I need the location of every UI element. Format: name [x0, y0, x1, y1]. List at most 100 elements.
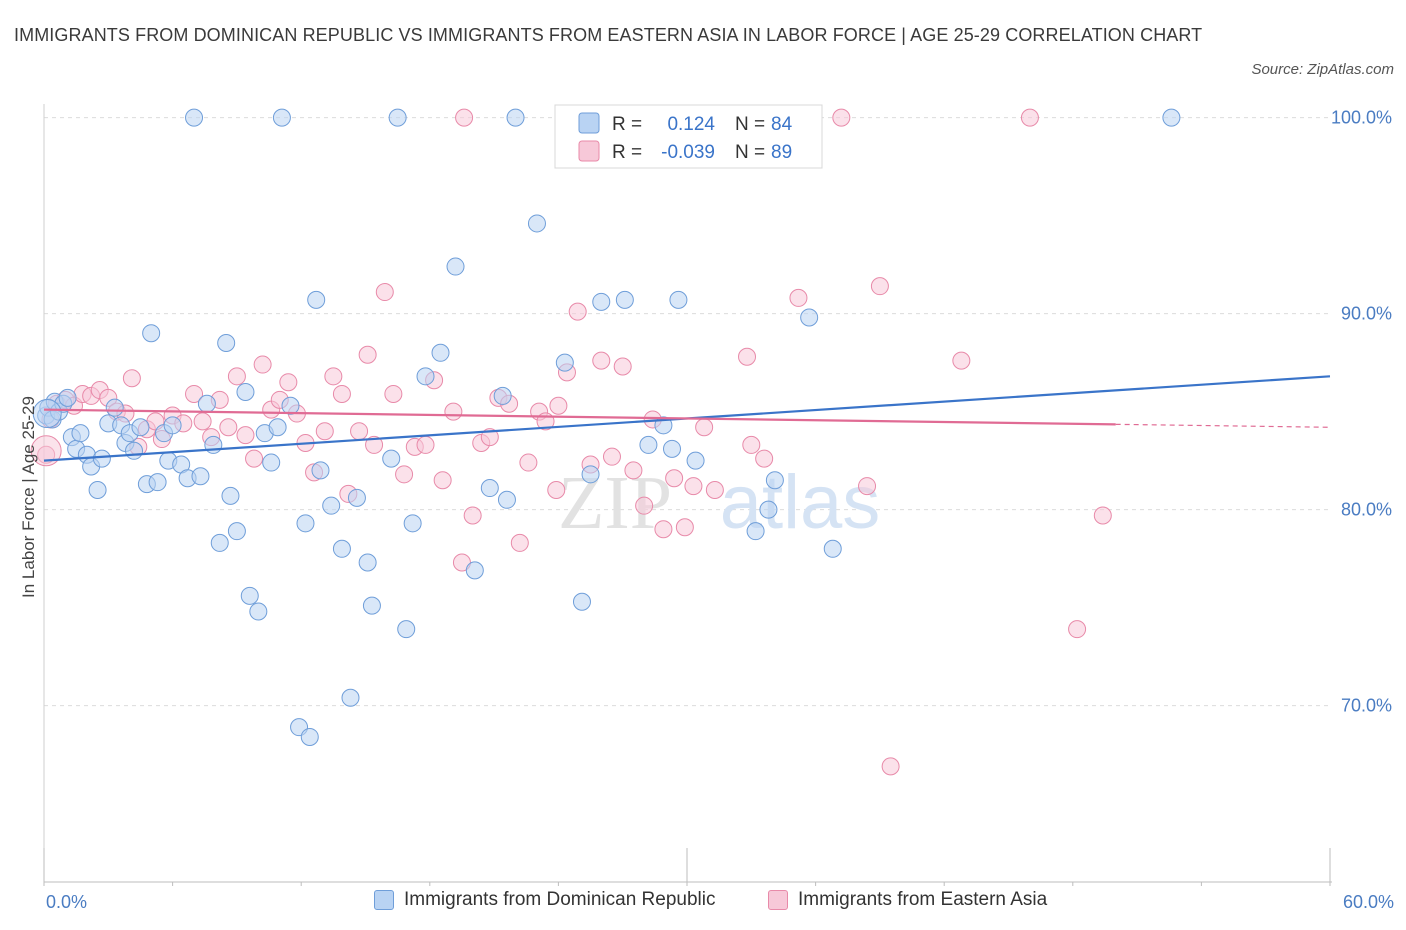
data-point-eastern-asia	[193, 412, 212, 431]
data-point-eastern-asia	[395, 465, 414, 484]
data-point-dominican-republic	[131, 418, 150, 437]
data-point-dominican-republic	[358, 553, 377, 572]
data-point-dominican-republic	[527, 214, 546, 233]
data-point-eastern-asia	[832, 108, 851, 127]
data-point-dominican-republic	[307, 290, 326, 309]
data-point-eastern-asia	[705, 481, 724, 499]
data-point-dominican-republic	[388, 108, 407, 127]
data-point-eastern-asia	[952, 351, 971, 370]
data-point-dominican-republic	[662, 439, 681, 458]
data-point-eastern-asia	[358, 345, 377, 364]
data-point-dominican-republic	[592, 292, 611, 311]
data-point-dominican-republic	[480, 479, 499, 498]
data-point-dominican-republic	[669, 290, 688, 309]
data-point-dominican-republic	[555, 353, 574, 372]
legend-r-label: R =	[612, 142, 642, 163]
data-point-eastern-asia	[455, 108, 474, 127]
data-point-eastern-asia	[665, 469, 684, 488]
data-point-eastern-asia	[1068, 620, 1087, 639]
data-point-dominican-republic	[1162, 108, 1181, 127]
data-point-dominican-republic	[217, 334, 236, 352]
data-point-dominican-republic	[506, 108, 525, 127]
legend-r-value: -0.039	[661, 142, 715, 163]
legend-r-value: 0.124	[667, 114, 715, 135]
source-label: Source: ZipAtlas.com	[1251, 61, 1394, 78]
data-point-dominican-republic	[800, 308, 819, 327]
data-point-dominican-republic	[759, 500, 778, 519]
data-point-dominican-republic	[272, 108, 291, 127]
data-point-eastern-asia	[122, 369, 141, 388]
data-point-eastern-asia	[755, 449, 774, 468]
data-point-eastern-asia	[602, 447, 621, 466]
data-point-eastern-asia	[568, 302, 587, 321]
trend-line-extension	[1115, 423, 1331, 428]
data-point-eastern-asia	[219, 418, 238, 437]
data-point-dominican-republic	[32, 399, 62, 429]
data-point-dominican-republic	[497, 490, 516, 509]
data-point-dominican-republic	[281, 396, 300, 415]
data-point-eastern-asia	[463, 506, 482, 525]
data-point-eastern-asia	[789, 288, 808, 307]
legend-label: Immigrants from Eastern Asia	[798, 889, 1048, 910]
data-point-eastern-asia	[738, 347, 757, 366]
data-point-eastern-asia	[684, 477, 703, 496]
data-point-eastern-asia	[433, 471, 452, 490]
data-point-eastern-asia	[324, 367, 343, 386]
data-point-dominican-republic	[236, 383, 255, 401]
data-point-eastern-asia	[510, 533, 529, 552]
data-point-eastern-asia	[613, 357, 632, 376]
legend-r-label: R =	[612, 114, 642, 135]
data-point-dominican-republic	[227, 522, 246, 541]
legend-item-dominican-republic: Immigrants from Dominican Republic	[374, 889, 716, 911]
x-tick-labels: 0.0% 60.0%	[46, 892, 1394, 912]
data-point-eastern-asia	[742, 435, 761, 454]
data-point-eastern-asia	[279, 373, 298, 392]
data-point-eastern-asia	[365, 435, 384, 454]
data-point-dominican-republic	[765, 471, 784, 490]
data-point-eastern-asia	[1093, 506, 1112, 525]
legend-blue-swatch	[578, 112, 600, 134]
data-point-dominican-republic	[446, 257, 465, 276]
data-point-dominican-republic	[362, 596, 381, 615]
data-point-eastern-asia	[695, 418, 714, 437]
data-point-dominican-republic	[347, 488, 366, 507]
data-point-dominican-republic	[58, 388, 77, 407]
data-point-dominican-republic	[403, 514, 422, 533]
legend-n-value: 84	[771, 114, 793, 135]
watermark-atlas: atlas	[720, 460, 881, 545]
data-point-eastern-asia	[870, 277, 889, 296]
data-point-dominican-republic	[823, 539, 842, 558]
data-point-dominican-republic	[465, 561, 484, 580]
data-point-dominican-republic	[581, 465, 600, 484]
y-tick-labels: 100.0% 90.0% 80.0% 70.0%	[1331, 108, 1392, 716]
data-point-eastern-asia	[858, 477, 877, 496]
trend-lines	[43, 375, 1331, 462]
data-point-eastern-asia	[253, 355, 272, 374]
data-point-dominican-republic	[332, 539, 351, 558]
legend-bottom: Immigrants from Dominican Republic Immig…	[0, 889, 1406, 915]
data-point-eastern-asia	[592, 351, 611, 370]
y-tick-label: 80.0%	[1341, 500, 1392, 520]
y-tick-label: 100.0%	[1331, 108, 1392, 128]
data-point-eastern-asia	[1020, 108, 1039, 127]
data-point-eastern-asia	[624, 461, 643, 480]
data-point-dominican-republic	[639, 435, 658, 454]
legend-item-eastern-asia: Immigrants from Eastern Asia	[768, 889, 1047, 911]
data-point-dominican-republic	[300, 727, 319, 746]
legend-label: Immigrants from Dominican Republic	[404, 889, 716, 910]
data-point-eastern-asia	[549, 396, 568, 415]
data-point-eastern-asia	[547, 481, 566, 499]
data-point-dominican-republic	[105, 398, 124, 417]
data-point-eastern-asia	[375, 283, 394, 302]
data-point-eastern-asia	[480, 428, 499, 447]
data-point-dominican-republic	[92, 449, 111, 468]
data-point-dominican-republic	[249, 602, 268, 621]
data-point-dominican-republic	[397, 620, 416, 639]
data-point-dominican-republic	[746, 522, 765, 541]
data-point-dominican-republic	[71, 424, 90, 443]
watermark: ZIP atlas	[558, 460, 880, 545]
data-point-eastern-asia	[416, 435, 435, 454]
legend-n-label: N =	[735, 114, 765, 135]
data-point-dominican-republic	[197, 394, 216, 413]
legend-n-value: 89	[771, 142, 792, 163]
